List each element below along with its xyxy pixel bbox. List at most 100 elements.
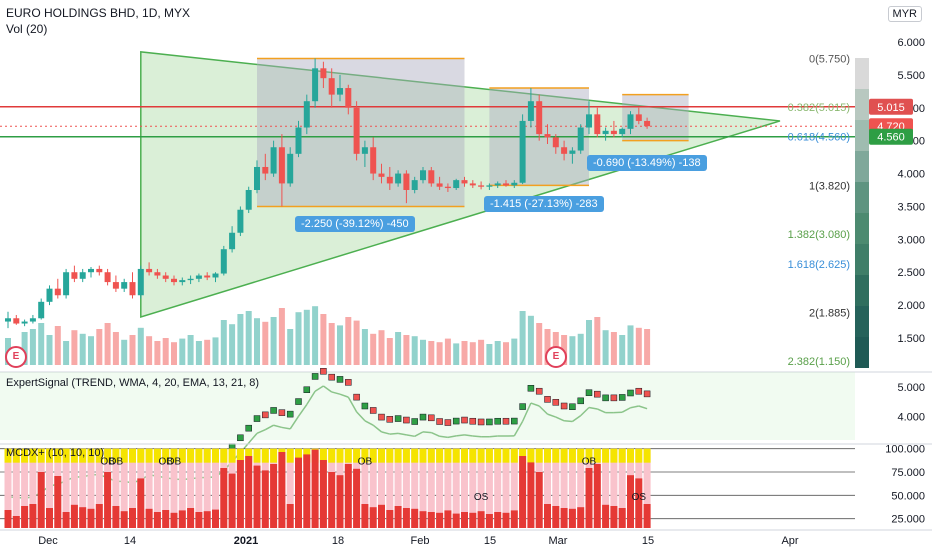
mcdx-red-bar (137, 478, 145, 528)
volume-bar (627, 325, 634, 365)
candle-body (312, 68, 319, 102)
signal-line (439, 435, 448, 439)
candle-body (179, 280, 186, 283)
signal-box (494, 417, 501, 425)
mcdx-red-bar (610, 506, 618, 528)
signal-box (386, 416, 394, 423)
mcdx-red-bar (79, 507, 87, 528)
mcdx-yellow-bar (21, 448, 29, 463)
mcdx-bg-bar (452, 448, 460, 528)
mcdx-bg-bar (195, 448, 203, 528)
symbol-title[interactable]: EURO HOLDINGS BHD, 1D, MYX (6, 6, 191, 20)
signal-box (569, 403, 576, 410)
mcdx-yellow-bar (129, 448, 136, 463)
candle-body (262, 166, 269, 174)
fib-strip-cell (855, 89, 869, 120)
expert-signal-label[interactable]: ExpertSignal (TREND, WMA, 4, 20, EMA, 13… (6, 377, 260, 389)
mcdx-yellow-bar (286, 448, 294, 463)
mcdx-red-bar (336, 475, 344, 528)
price-badge-label: 5.015 (877, 102, 905, 114)
candle-body (461, 180, 468, 184)
volume-bar (486, 344, 493, 365)
signal-line (489, 435, 498, 438)
mcdx-yellow-bar (485, 448, 493, 463)
volume-bar (88, 336, 94, 365)
currency-badge[interactable]: MYR (887, 6, 922, 22)
mcdx-bg-bar (29, 448, 37, 528)
candle-body (411, 180, 418, 190)
volume-bar (469, 342, 476, 365)
mcdx-yellow-bar (411, 448, 419, 463)
candle-body (112, 282, 119, 289)
volume-bar (411, 336, 418, 365)
mcdx-marker-os: OS (632, 492, 647, 503)
mcdx-bg-bar (485, 448, 493, 528)
signal-line (339, 393, 349, 398)
mcdx-yellow-bar (153, 448, 161, 463)
candle-body (287, 153, 294, 184)
event-marker-earnings[interactable]: E (545, 346, 567, 368)
mcdx-yellow-bar (62, 448, 70, 463)
candle-body (13, 318, 20, 324)
signal-box (262, 411, 269, 419)
mcdx-red-bar (253, 465, 261, 528)
volume-bar (245, 311, 252, 365)
mcdx-bg-bar (419, 448, 427, 528)
mcdx-bg-bar (70, 448, 78, 528)
volume-bar (154, 341, 161, 365)
signal-line (513, 421, 524, 437)
mcdx-red-bar (178, 510, 186, 528)
fib-level-label: 0.618(4.560) (788, 132, 850, 144)
mcdx-red-bar (278, 452, 286, 528)
measure-box-1 (257, 58, 465, 207)
signal-line (630, 405, 639, 409)
mcdx-yellow-bar (70, 448, 78, 463)
candle-body (29, 318, 36, 322)
price-tick-label: 2.500 (897, 267, 925, 279)
candle-body (195, 275, 202, 279)
mcdx-red-bar (627, 475, 634, 528)
volume-bar (278, 308, 285, 365)
mcdx-label[interactable]: MCDX+ (10, 10, 10) (6, 447, 105, 459)
mcdx-bg-bar (643, 448, 651, 528)
signal-box (311, 373, 319, 380)
candle-body (635, 114, 642, 121)
mcdx-bg-bar (145, 448, 153, 528)
mcdx-marker-ob: OB (358, 457, 373, 468)
mcdx-red-bar (112, 506, 120, 528)
mcdx-red-bar (461, 512, 468, 528)
mcdx-yellow-bar (170, 448, 178, 463)
candle-body (552, 137, 559, 148)
signal-line (297, 404, 308, 417)
x-axis-label: Dec (38, 535, 58, 547)
signal-box (477, 418, 485, 426)
signal-line (331, 391, 341, 395)
mcdx-yellow-bar (361, 448, 369, 463)
mcdx-red-bar (54, 476, 62, 528)
volume-bar (594, 317, 601, 365)
volume-bar (312, 306, 319, 365)
mcdx-bg-bar (568, 448, 576, 528)
event-marker-earnings[interactable]: E (5, 346, 27, 368)
volume-bar (386, 338, 393, 365)
mcdx-red-bar (170, 512, 178, 528)
signal-line (621, 407, 631, 413)
candle-body (88, 268, 94, 273)
signal-box (627, 389, 634, 397)
mcdx-bg-bar (552, 448, 560, 528)
mcdx-red-bar (394, 506, 402, 528)
candle-body (237, 209, 244, 233)
signal-line (521, 402, 532, 422)
signal-box (336, 376, 344, 383)
candle-body (577, 127, 584, 151)
x-axis-label: 15 (484, 535, 496, 547)
signal-box (618, 394, 626, 401)
mcdx-yellow-bar (386, 448, 394, 463)
mcdx-red-bar (286, 504, 294, 528)
volume-bar (303, 309, 310, 365)
mcdx-red-bar (618, 508, 626, 528)
signal-line (538, 405, 549, 415)
volume-bar (320, 314, 327, 365)
volume-bar (21, 332, 28, 365)
